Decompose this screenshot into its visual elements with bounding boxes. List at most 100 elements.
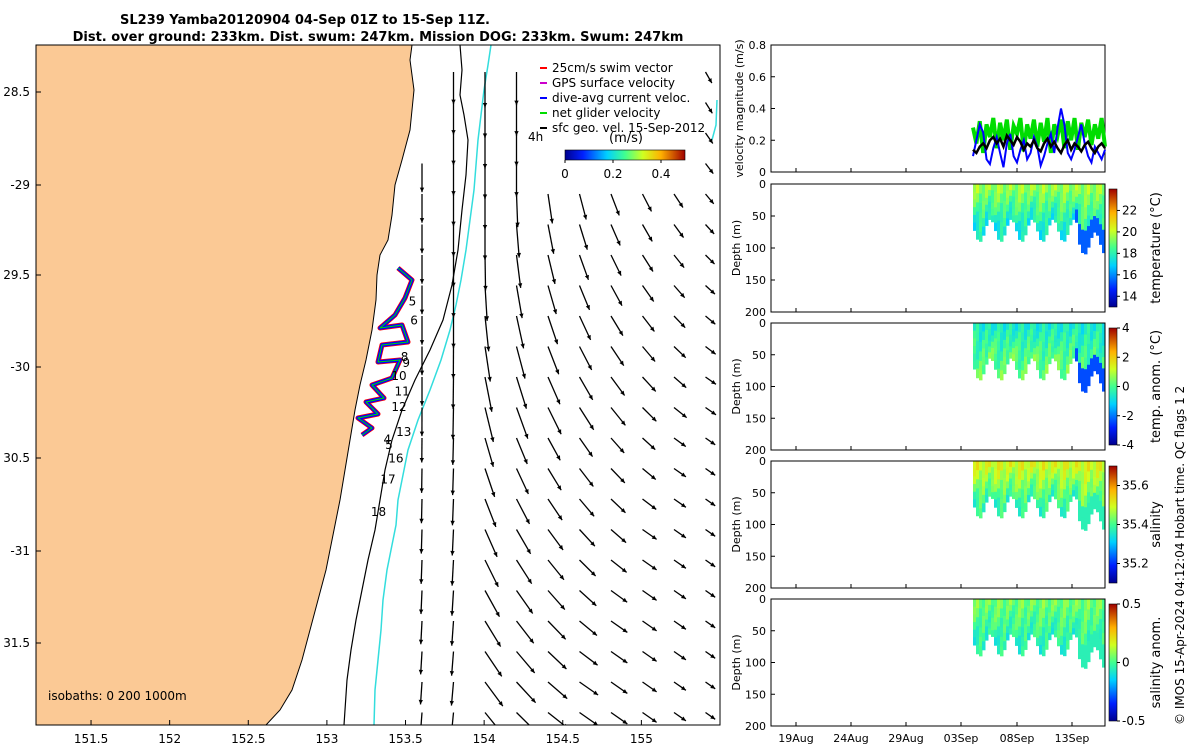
velocity-arrowhead bbox=[515, 222, 520, 228]
section-cell bbox=[1003, 339, 1007, 349]
section-cell bbox=[994, 222, 998, 232]
section-cell bbox=[1057, 330, 1061, 340]
velocity-arrowhead bbox=[487, 376, 492, 382]
section-cell bbox=[1027, 197, 1031, 206]
section-cell bbox=[1084, 195, 1088, 208]
time-axis: 19Aug 24Aug 29Aug 03Sep 08Sep 13Sep bbox=[778, 168, 1089, 745]
legend-label: GPS surface velocity bbox=[552, 76, 675, 90]
section-cell bbox=[1063, 479, 1067, 490]
section-cell bbox=[1039, 230, 1043, 241]
section-cell bbox=[1090, 496, 1094, 506]
section-cell bbox=[1030, 346, 1034, 353]
section-cell bbox=[1057, 207, 1061, 216]
section-cell bbox=[1093, 208, 1097, 217]
section-cell bbox=[985, 619, 989, 627]
section-cell bbox=[1033, 196, 1037, 204]
velocity-vector bbox=[515, 529, 532, 555]
section-cell bbox=[997, 461, 1001, 471]
velocity-arrowhead bbox=[450, 550, 455, 556]
section-cell bbox=[1102, 472, 1106, 485]
section-cell bbox=[1069, 329, 1073, 337]
section-cell bbox=[1045, 461, 1049, 470]
section-cell bbox=[994, 622, 998, 631]
velocity-arrowhead bbox=[709, 259, 715, 265]
velocity-y-tick-label: 0.8 bbox=[749, 39, 767, 52]
section-cell bbox=[1006, 467, 1010, 476]
section-cell bbox=[1087, 333, 1091, 345]
velocity-vector bbox=[737, 743, 746, 750]
section-cell bbox=[1045, 348, 1049, 358]
section-cell bbox=[979, 332, 983, 343]
map-colorbar-tick-label: 0 bbox=[561, 167, 569, 181]
velocity-arrowhead bbox=[651, 596, 657, 601]
section-cell bbox=[1027, 336, 1031, 344]
section-cell bbox=[997, 220, 1001, 231]
section-cell bbox=[1051, 184, 1055, 191]
section-cell bbox=[1093, 184, 1097, 193]
section-cell bbox=[1018, 506, 1022, 517]
section-cell bbox=[982, 599, 986, 608]
section-cell bbox=[988, 604, 992, 612]
section-cell bbox=[1024, 192, 1028, 202]
section-cell bbox=[994, 637, 998, 646]
isobath-1000m bbox=[373, 45, 492, 725]
section-y-tick-label: 0 bbox=[759, 593, 766, 606]
section-cell bbox=[1000, 599, 1004, 609]
section-cell bbox=[1021, 599, 1025, 609]
day-label: 11 bbox=[395, 385, 410, 399]
velocity-arrowhead bbox=[651, 416, 657, 422]
section-cell bbox=[1081, 218, 1085, 231]
velocity-arrowhead bbox=[495, 611, 500, 617]
section-cell bbox=[997, 341, 1001, 351]
section-cell bbox=[982, 209, 986, 219]
velocity-vector bbox=[515, 437, 528, 465]
section-cell bbox=[1006, 481, 1010, 489]
velocity-arrowhead bbox=[590, 541, 595, 547]
map-x-tick-label: 152 bbox=[158, 732, 181, 746]
section-cell bbox=[973, 491, 977, 500]
section-cell bbox=[988, 466, 992, 474]
section-cell bbox=[1009, 628, 1013, 635]
section-cell bbox=[1000, 351, 1004, 362]
section-cell bbox=[1060, 479, 1064, 490]
section-cell bbox=[1042, 341, 1046, 352]
section-cell bbox=[1024, 624, 1028, 634]
section-cell bbox=[976, 323, 980, 333]
section-cell bbox=[1093, 599, 1097, 608]
section-cell bbox=[1081, 472, 1085, 485]
section-cell bbox=[1057, 614, 1061, 623]
section-cell bbox=[1087, 651, 1091, 663]
section-cell bbox=[1054, 203, 1058, 210]
section-cell bbox=[1030, 622, 1034, 629]
section-cell bbox=[1036, 499, 1040, 509]
section-cell bbox=[1051, 472, 1055, 480]
section-cell bbox=[1024, 348, 1028, 358]
section-cell bbox=[1099, 490, 1103, 502]
section-cell bbox=[1003, 201, 1007, 211]
section-cell bbox=[991, 492, 995, 499]
section-cell bbox=[1096, 461, 1100, 470]
section-cell bbox=[1075, 184, 1079, 191]
section-cell bbox=[982, 641, 986, 651]
section-cell bbox=[1003, 607, 1007, 617]
section-cell bbox=[976, 211, 980, 222]
section-cell bbox=[1075, 617, 1079, 625]
section-cell bbox=[1024, 365, 1028, 374]
section-cell bbox=[979, 341, 983, 352]
section-cell bbox=[1090, 616, 1094, 627]
velocity-arrowhead bbox=[680, 533, 686, 538]
section-cell bbox=[1087, 343, 1091, 355]
section-cell bbox=[1012, 354, 1016, 362]
day-label: 17 bbox=[380, 473, 395, 487]
section-cell bbox=[1093, 614, 1097, 624]
section-cell bbox=[1054, 605, 1058, 613]
section-cell bbox=[1006, 612, 1010, 620]
velocity-arrowhead bbox=[773, 593, 778, 597]
section-cell bbox=[1048, 461, 1052, 469]
section-cell bbox=[1036, 484, 1040, 493]
section-cell bbox=[1042, 370, 1046, 381]
section-cell bbox=[985, 605, 989, 614]
section-cell bbox=[1015, 614, 1019, 623]
section-cell bbox=[1033, 492, 1037, 500]
